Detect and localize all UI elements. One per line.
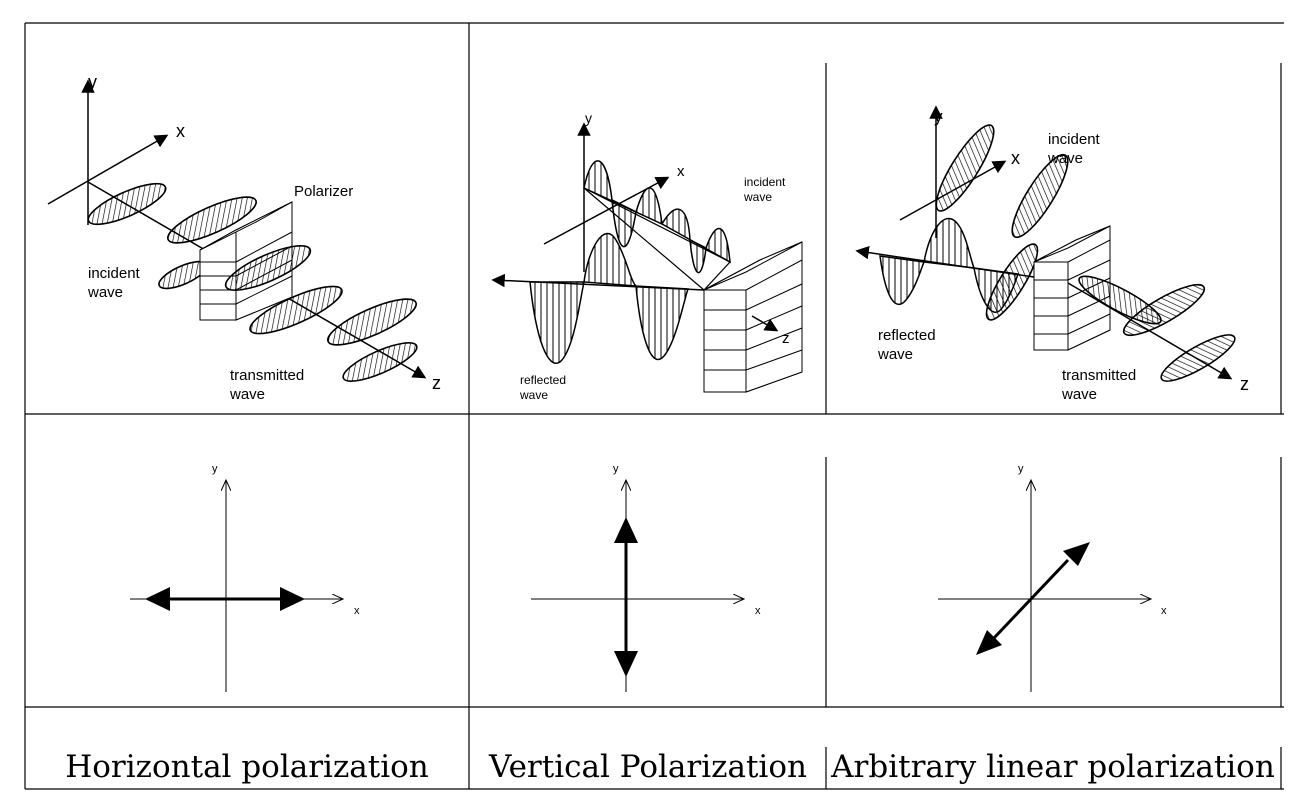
incident-wave-label-line1: incident xyxy=(744,175,786,189)
axis-label-y: y xyxy=(613,463,619,475)
field-vector-arrowhead xyxy=(280,587,305,611)
reflected-wave-lobe xyxy=(973,267,1019,314)
axis-label-x: x xyxy=(354,605,360,617)
transmitted-wave-label-line1: transmitted xyxy=(1062,367,1136,384)
table-grid xyxy=(24,22,1284,790)
axis-label-y: y xyxy=(88,72,97,92)
axis-label-x: x xyxy=(677,163,685,180)
incident-wave-label-line1: incident xyxy=(1048,131,1101,148)
field-vector-arrowhead xyxy=(1063,542,1090,566)
axis-label-x: x xyxy=(1011,148,1020,168)
field-vector-shaft xyxy=(992,558,1070,640)
incident-wave-label-line2: wave xyxy=(1047,150,1083,167)
incident-wave-label-line1: incident xyxy=(88,265,141,282)
caption-horizontal: Horizontal polarization xyxy=(65,749,429,785)
transmitted-wave-label-line2: wave xyxy=(1061,386,1097,403)
field-vector-arrowhead xyxy=(614,517,638,543)
reflected-wave-lobe xyxy=(923,217,976,269)
incident-wave-lobe xyxy=(935,124,995,212)
caption-arbitrary: Arbitrary linear polarization xyxy=(830,749,1275,785)
transmitted-wave-lobe xyxy=(1122,283,1206,337)
z-axis-arrow xyxy=(751,315,779,332)
vertical-polarizer-diagram: y x z incident wave reflected wave xyxy=(491,110,803,402)
transmitted-wave-label-line2: wave xyxy=(229,386,265,403)
reflected-wave-label-line2: wave xyxy=(519,388,548,402)
transmitted-wave-lobe xyxy=(224,245,312,291)
axis-label-z: z xyxy=(1240,374,1249,394)
x-axis-arrow xyxy=(47,134,169,205)
reflected-wave-lobe xyxy=(879,255,926,306)
incident-wave-lobe xyxy=(87,182,167,226)
axis-label-y: y xyxy=(212,463,218,475)
axis-label-x: x xyxy=(755,605,761,617)
incident-wave-lobe xyxy=(167,196,257,244)
horizontal-vector-diagram: x y xyxy=(130,463,360,692)
transmitted-wave-lobe xyxy=(1160,334,1236,382)
incident-wave-label-line2: wave xyxy=(87,284,123,301)
reflected-wave-label-line1: reflected xyxy=(878,327,936,344)
axis-label-z: z xyxy=(782,330,790,347)
reflected-wave-label-line1: reflected xyxy=(520,373,566,387)
incident-wave-label-line2: wave xyxy=(743,190,772,204)
transmitted-wave-lobe xyxy=(327,298,417,346)
transmitted-wave-label-line1: transmitted xyxy=(230,367,304,384)
transmitted-wave-lobe xyxy=(249,285,343,335)
reflected-wave-label-line2: wave xyxy=(877,346,913,363)
reflected-wave-lobe xyxy=(529,281,585,364)
incident-wave-lobe xyxy=(689,238,707,274)
polarizer-block xyxy=(1033,225,1111,351)
axis-label-y: y xyxy=(585,110,592,126)
polarizer-label: Polarizer xyxy=(294,183,353,200)
axis-label-y: y xyxy=(1018,463,1024,475)
arbitrary-polarizer-diagram: y x z incident wave reflected xyxy=(855,105,1249,403)
reflected-wave-lobe xyxy=(583,232,638,287)
transmitted-wave-lobe xyxy=(342,342,418,382)
incident-wave-lobe xyxy=(1011,153,1069,239)
arbitrary-vector-diagram: x y xyxy=(938,463,1167,692)
axis-label-x: x xyxy=(1161,605,1167,617)
axis-label-y: y xyxy=(934,107,943,126)
field-vector-arrowhead xyxy=(614,651,638,677)
horizontal-polarizer-diagram: y x z Polarizer incident wave transmitte… xyxy=(47,72,441,403)
axis-label-x: x xyxy=(176,121,185,141)
caption-vertical: Vertical Polarization xyxy=(488,749,807,785)
reflected-wave-lobe xyxy=(635,285,690,361)
field-vector-arrowhead xyxy=(976,630,1002,655)
vertical-vector-diagram: x y xyxy=(531,463,761,692)
axis-label-z: z xyxy=(432,373,441,393)
field-vector-arrowhead xyxy=(145,587,170,611)
